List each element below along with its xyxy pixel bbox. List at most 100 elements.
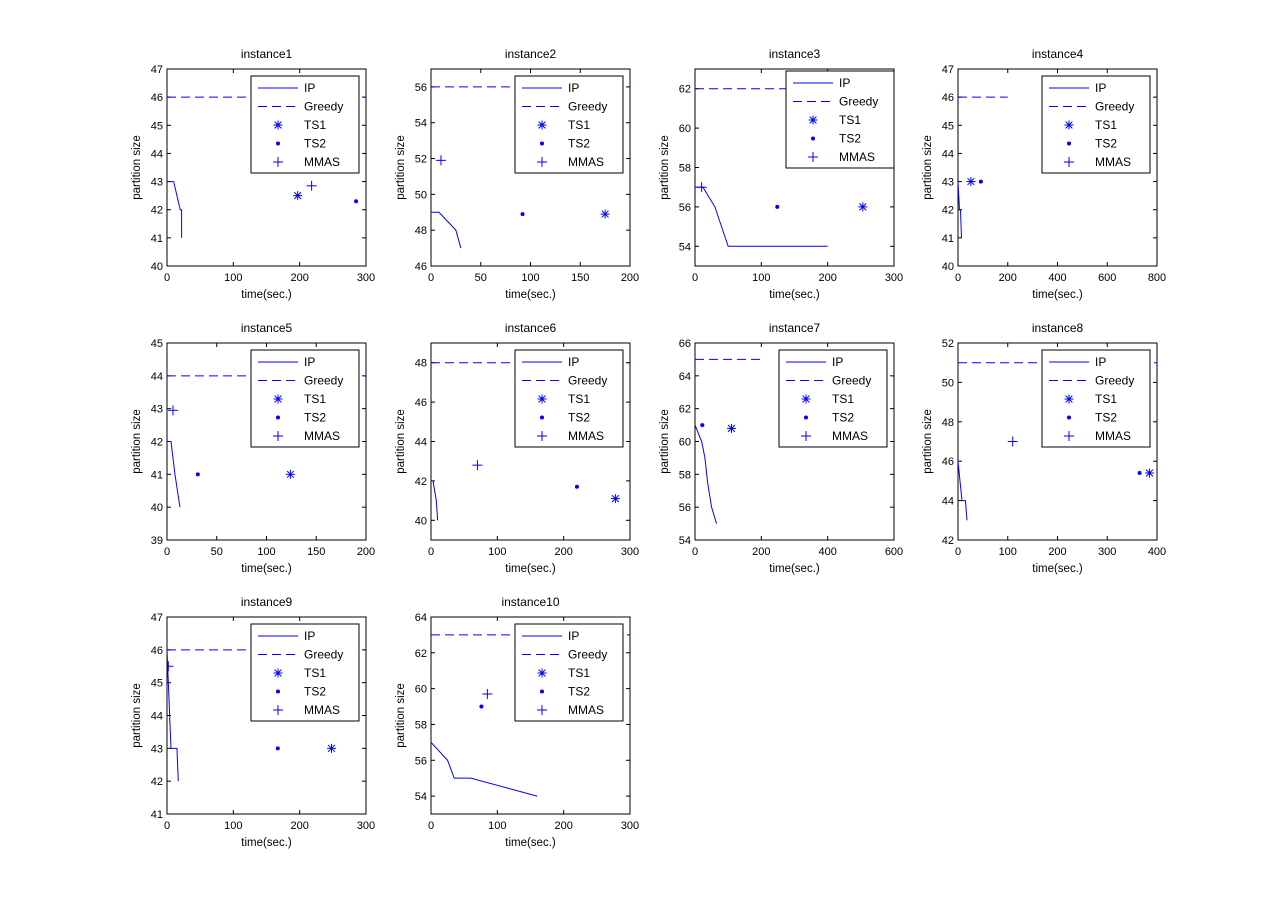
legend-label: Greedy <box>568 648 607 662</box>
series-ip-line <box>695 424 718 524</box>
x-tick-label: 0 <box>428 546 434 558</box>
y-tick-label: 41 <box>151 233 163 245</box>
x-tick-label: 300 <box>357 272 375 284</box>
y-tick-label: 60 <box>415 684 427 696</box>
y-tick-label: 56 <box>679 202 691 214</box>
series-ts2-marker <box>354 199 359 204</box>
x-tick-label: 0 <box>164 272 170 284</box>
y-tick-label: 60 <box>679 123 691 135</box>
x-axis-title: time(sec.) <box>1032 563 1083 575</box>
legend-swatch-marker <box>273 705 283 715</box>
x-tick-label: 100 <box>521 272 539 284</box>
y-tick-label: 39 <box>151 535 163 547</box>
legend-label: Greedy <box>839 95 878 109</box>
legend-entry-ip: IP <box>258 355 315 369</box>
y-tick-label: 42 <box>151 776 163 788</box>
y-tick-label: 52 <box>415 154 427 166</box>
y-tick-label: 46 <box>415 397 427 409</box>
legend-entry-ip: IP <box>1049 355 1106 369</box>
legend-swatch-marker <box>273 394 283 404</box>
y-tick-label: 42 <box>415 476 427 488</box>
legend-entry-mmas: MMAS <box>273 429 340 443</box>
legend-label: TS1 <box>304 666 326 680</box>
legend-entry-mmas: MMAS <box>801 429 868 443</box>
y-axis-title: partition size <box>659 409 671 474</box>
x-axis: 0 100 200 300 <box>692 69 903 284</box>
y-tick-label: 54 <box>415 118 427 130</box>
panel-title: instance3 <box>769 47 821 61</box>
y-axis: 40 41 42 43 44 45 46 47 <box>942 64 1157 273</box>
series-ts2-marker <box>1137 471 1142 476</box>
legend-entry-ts2: TS2 <box>276 411 326 425</box>
x-tick-label: 0 <box>428 272 434 284</box>
x-axis: 0 200 400 600 <box>692 343 903 558</box>
panel-title: instance7 <box>769 321 821 335</box>
x-tick-label: 0 <box>428 820 434 832</box>
y-tick-label: 40 <box>942 261 954 273</box>
x-tick-label: 200 <box>554 546 572 558</box>
legend-entry-ts2: TS2 <box>540 685 590 699</box>
y-axis-title: partition size <box>131 409 143 474</box>
series-ip-line <box>431 211 462 249</box>
legend-label: IP <box>568 355 579 369</box>
legend-entry-greedy: Greedy <box>793 95 878 109</box>
series-ts2-marker <box>479 704 484 709</box>
legend-swatch-marker <box>1064 157 1074 167</box>
legend-label: Greedy <box>304 100 343 114</box>
legend-label: TS2 <box>832 411 854 425</box>
y-tick-label: 46 <box>151 645 163 657</box>
legend-box <box>1041 349 1151 448</box>
legend: IP Greedy TS1 TS2 MMAS <box>250 349 360 448</box>
legend-swatch-marker <box>808 152 818 162</box>
legend-entry-ts1: TS1 <box>808 113 861 127</box>
y-tick-label: 43 <box>151 404 163 416</box>
legend: IP Greedy TS1 TS2 MMAS <box>1041 349 1151 448</box>
legend-label: TS2 <box>568 685 590 699</box>
subplot-instance4: instance4 0 200 400 600 800 40 41 42 43 44 45 46 47 ti… <box>922 47 1166 301</box>
y-tick-label: 54 <box>679 535 691 547</box>
legend-swatch-marker <box>540 689 544 694</box>
x-axis: 0 100 200 300 <box>164 617 375 832</box>
panel-title: instance5 <box>241 321 293 335</box>
y-tick-label: 60 <box>679 437 691 449</box>
x-tick-label: 100 <box>257 546 275 558</box>
y-tick-label: 54 <box>679 241 691 253</box>
x-tick-label: 200 <box>1048 546 1066 558</box>
x-axis-title: time(sec.) <box>1032 289 1083 301</box>
legend-label: TS1 <box>1095 392 1117 406</box>
legend-label: TS1 <box>568 118 590 132</box>
legend-label: Greedy <box>1095 100 1134 114</box>
legend-box <box>778 349 888 448</box>
legend-swatch-marker <box>276 689 280 694</box>
subplot-instance3: instance3 0 100 200 300 54 56 58 60 62 time(sec.) p… <box>659 47 903 301</box>
x-tick-label: 200 <box>818 272 836 284</box>
legend-box <box>514 623 624 722</box>
series-mmas-marker <box>472 460 483 471</box>
legend-swatch-marker <box>537 157 547 167</box>
legend-entry-ts2: TS2 <box>540 137 590 151</box>
legend-label: IP <box>1095 355 1106 369</box>
y-tick-label: 45 <box>151 120 163 132</box>
x-axis-title: time(sec.) <box>241 837 292 849</box>
x-tick-label: 0 <box>955 272 961 284</box>
y-tick-label: 58 <box>679 469 691 481</box>
x-axis-title: time(sec.) <box>769 563 820 575</box>
x-axis-title: time(sec.) <box>769 289 820 301</box>
series-ts2-marker <box>520 212 525 217</box>
x-tick-label: 200 <box>290 820 308 832</box>
series-mmas-marker <box>482 689 493 700</box>
panel-title: instance8 <box>1032 321 1084 335</box>
x-tick-label: 150 <box>571 272 589 284</box>
y-tick-label: 64 <box>679 371 691 383</box>
series-ts2-marker <box>978 179 983 184</box>
legend-label: Greedy <box>304 648 343 662</box>
x-tick-label: 400 <box>1148 546 1166 558</box>
y-tick-label: 41 <box>151 809 163 821</box>
series-ts1-marker <box>285 469 295 479</box>
series-ip-line <box>431 742 538 797</box>
x-tick-label: 300 <box>1098 546 1116 558</box>
legend-entry-ip: IP <box>258 81 315 95</box>
legend-swatch-marker <box>1067 141 1071 146</box>
legend-label: TS1 <box>568 666 590 680</box>
series-ts2-marker <box>574 484 579 489</box>
